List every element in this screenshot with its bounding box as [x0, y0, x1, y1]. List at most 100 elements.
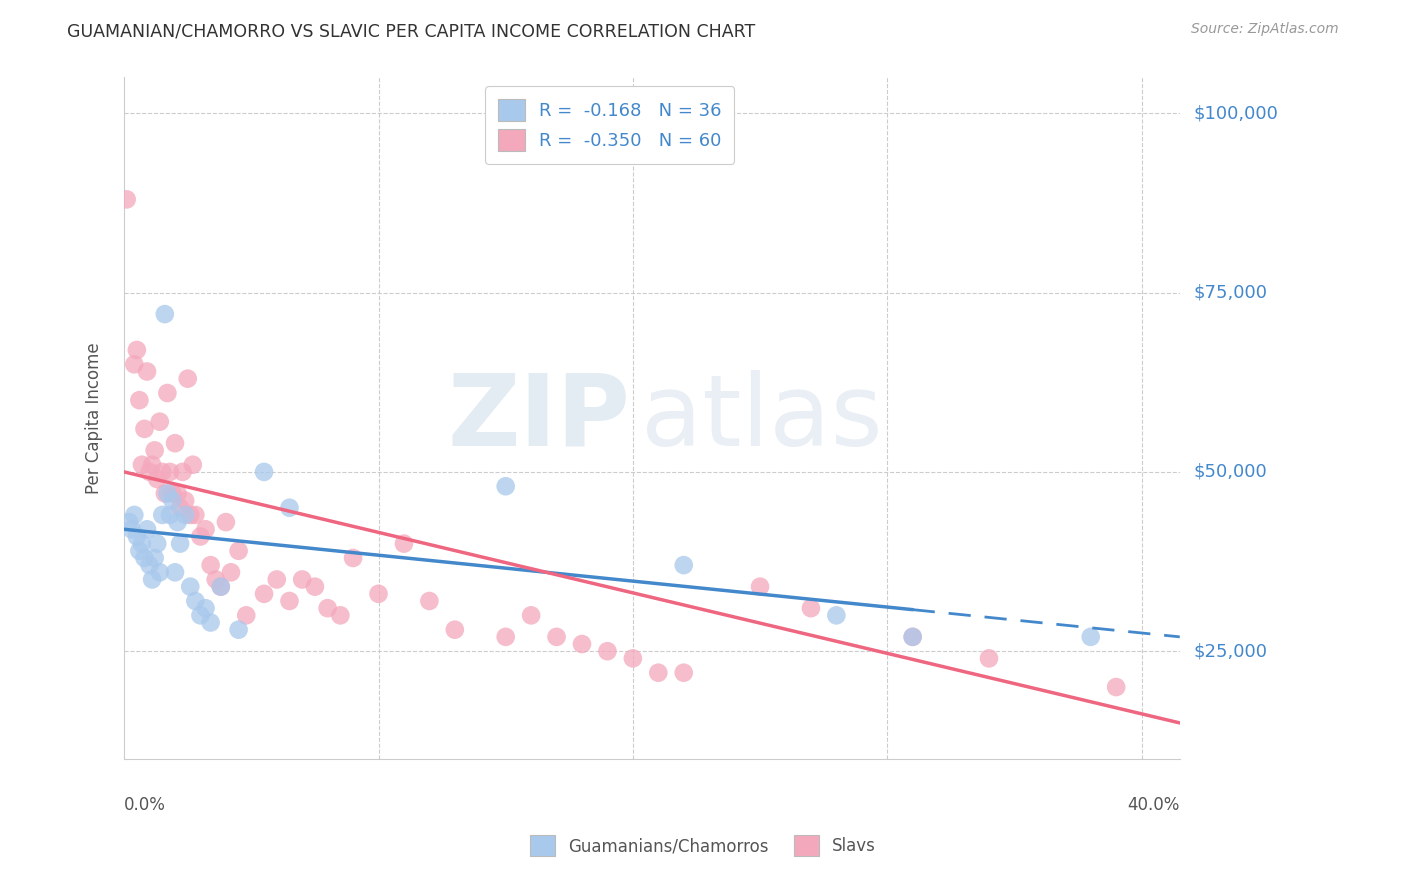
Point	[125, 529, 148, 543]
Point	[200, 615, 222, 630]
Point	[134, 422, 156, 436]
Text: GUAMANIAN/CHAMORRO VS SLAVIC PER CAPITA INCOME CORRELATION CHART: GUAMANIAN/CHAMORRO VS SLAVIC PER CAPITA …	[67, 22, 756, 40]
Point	[596, 644, 619, 658]
Point	[977, 651, 1000, 665]
Point	[136, 364, 159, 378]
Point	[219, 566, 242, 580]
Point	[672, 665, 695, 680]
Text: Source: ZipAtlas.com: Source: ZipAtlas.com	[1191, 22, 1339, 37]
Point	[204, 573, 226, 587]
Point	[141, 458, 163, 472]
Point	[520, 608, 543, 623]
Point	[163, 436, 186, 450]
Point	[153, 307, 176, 321]
Text: $25,000: $25,000	[1194, 642, 1268, 660]
Point	[367, 587, 389, 601]
Point	[156, 486, 179, 500]
Point	[124, 357, 146, 371]
Point	[228, 623, 250, 637]
Point	[153, 486, 176, 500]
Point	[215, 515, 238, 529]
Point	[194, 601, 217, 615]
Point	[179, 580, 201, 594]
Point	[278, 594, 301, 608]
Point	[166, 515, 188, 529]
Point	[392, 536, 415, 550]
Point	[209, 580, 232, 594]
Point	[266, 573, 288, 587]
Point	[800, 601, 823, 615]
Point	[749, 580, 772, 594]
Point	[1080, 630, 1102, 644]
Text: 40.0%: 40.0%	[1128, 797, 1180, 814]
Point	[143, 551, 166, 566]
Point	[138, 558, 160, 573]
Point	[443, 623, 465, 637]
Point	[184, 508, 207, 522]
Point	[177, 372, 200, 386]
Point	[115, 193, 138, 207]
Point	[131, 458, 153, 472]
Point	[174, 508, 197, 522]
Text: $75,000: $75,000	[1194, 284, 1268, 301]
Point	[169, 536, 191, 550]
Point	[495, 479, 517, 493]
Point	[159, 465, 181, 479]
Point	[146, 472, 169, 486]
Text: atlas: atlas	[641, 369, 883, 467]
Point	[121, 522, 143, 536]
Point	[149, 415, 172, 429]
Y-axis label: Per Capita Income: Per Capita Income	[86, 343, 103, 494]
Point	[1105, 680, 1128, 694]
Point	[131, 536, 153, 550]
Point	[181, 458, 204, 472]
Point	[571, 637, 593, 651]
Point	[163, 566, 186, 580]
Point	[672, 558, 695, 573]
Point	[172, 465, 194, 479]
Text: $100,000: $100,000	[1194, 104, 1278, 122]
Point	[184, 594, 207, 608]
Point	[621, 651, 644, 665]
Point	[141, 573, 163, 587]
Point	[128, 393, 150, 408]
Point	[291, 573, 314, 587]
Point	[235, 608, 257, 623]
Point	[342, 551, 364, 566]
Point	[149, 566, 172, 580]
Point	[174, 493, 197, 508]
Point	[146, 536, 169, 550]
Point	[162, 493, 184, 508]
Point	[125, 343, 148, 357]
Point	[128, 543, 150, 558]
Point	[316, 601, 339, 615]
Point	[647, 665, 669, 680]
Point	[169, 500, 191, 515]
Point	[495, 630, 517, 644]
Point	[418, 594, 440, 608]
Point	[138, 465, 160, 479]
Text: 0.0%: 0.0%	[124, 797, 166, 814]
Legend: Guamanians/Chamorros, Slavs: Guamanians/Chamorros, Slavs	[520, 825, 886, 866]
Point	[190, 608, 212, 623]
Point	[304, 580, 326, 594]
Point	[825, 608, 848, 623]
Point	[901, 630, 924, 644]
Point	[179, 508, 201, 522]
Point	[136, 522, 159, 536]
Point	[194, 522, 217, 536]
Point	[162, 486, 184, 500]
Point	[166, 486, 188, 500]
Point	[150, 465, 173, 479]
Point	[253, 587, 276, 601]
Point	[159, 508, 181, 522]
Point	[118, 515, 141, 529]
Point	[209, 580, 232, 594]
Point	[134, 551, 156, 566]
Point	[143, 443, 166, 458]
Point	[329, 608, 352, 623]
Point	[901, 630, 924, 644]
Point	[124, 508, 146, 522]
Point	[200, 558, 222, 573]
Point	[253, 465, 276, 479]
